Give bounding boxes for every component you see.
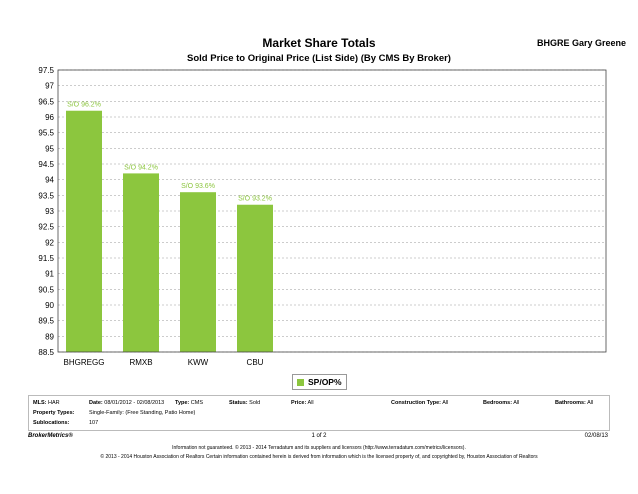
filter-info-box: MLS: HAR Date: 08/01/2012 - 02/08/2013 T… [28,395,610,431]
data-label: S/O 94.2% [124,164,158,171]
x-tick-label: KWW [188,358,209,367]
grid-lines [58,69,606,353]
sublocations-value: 107 [89,420,99,426]
footer-brand: BrokerMetrics® [28,433,73,439]
y-tick-label: 96 [45,113,54,122]
status-field: Status: Sold [229,400,261,406]
y-axis-ticks: 97.5 97 96.5 96 95.5 95 94.5 94 93.5 93 92.5 92 91.5… [38,66,54,357]
bar-bhgregg [66,110,102,352]
y-tick-label: 89 [45,332,54,341]
x-tick-label: BHGREGG [64,358,105,367]
y-tick-label: 96.5 [38,97,54,106]
legend-label: SP/OP% [308,377,342,387]
chart-title: Market Share Totals [262,36,376,50]
y-tick-label: 95.5 [38,129,54,138]
legend-swatch [297,378,304,386]
x-tick-label: CBU [247,358,264,367]
y-tick-label: 91.5 [38,254,54,263]
type-field: Type: CMS [175,400,204,406]
y-tick-label: 90.5 [38,285,54,294]
bedrooms-field: Bedrooms: All [483,400,520,406]
data-label: S/O 96.2% [67,102,101,109]
data-label: S/O 93.2% [238,196,272,203]
page-number: 1 of 2 [311,433,327,439]
legend: SP/OP% [292,374,347,390]
y-tick-label: 91 [45,270,54,279]
construction-field: Construction Type: All [391,400,449,406]
property-types-label: Property Types: [33,410,75,416]
sublocations-label: Sublocations: [33,420,70,426]
mls-field: MLS: HAR [33,400,60,406]
y-tick-label: 97 [45,82,54,91]
x-tick-label: RMXB [129,358,152,367]
chart-subtitle: Sold Price to Original Price (List Side)… [187,53,451,64]
bars [66,110,273,352]
date-field: Date: 08/01/2012 - 02/08/2013 [89,400,165,406]
disclaimer-line-2: © 2013 - 2014 Houston Association of Rea… [100,454,538,460]
y-tick-label: 90 [45,301,54,310]
y-tick-label: 93 [45,207,54,216]
footer-date: 02/08/13 [584,433,608,439]
y-tick-label: 94.5 [38,160,54,169]
plot-frame [57,69,607,353]
data-labels: S/O 96.2% S/O 94.2% S/O 93.6% S/O 93.2% [67,102,272,203]
data-label: S/O 93.6% [181,183,215,190]
y-tick-label: 89.5 [38,317,54,326]
property-types-value: Single-Family: (Free Standing, Patio Hom… [89,410,196,416]
disclaimer-line-1: Information not guaranteed. © 2013 - 201… [172,445,466,451]
y-tick-label: 88.5 [38,348,54,357]
bar-cbu [237,204,273,352]
y-tick-label: 97.5 [38,66,54,75]
y-tick-label: 94 [45,176,54,185]
x-axis-ticks: BHGREGG RMXB KWW CBU [64,358,264,367]
brand-name: BHGRE Gary Greene [536,38,626,48]
bathrooms-field: Bathrooms: All [555,400,594,406]
y-tick-label: 93.5 [38,191,54,200]
y-tick-label: 92 [45,238,54,247]
bar-kww [180,192,216,352]
y-tick-label: 95 [45,144,54,153]
y-tick-label: 92.5 [38,223,54,232]
price-field: Price: All [291,400,314,406]
bar-rmxb [123,173,159,352]
